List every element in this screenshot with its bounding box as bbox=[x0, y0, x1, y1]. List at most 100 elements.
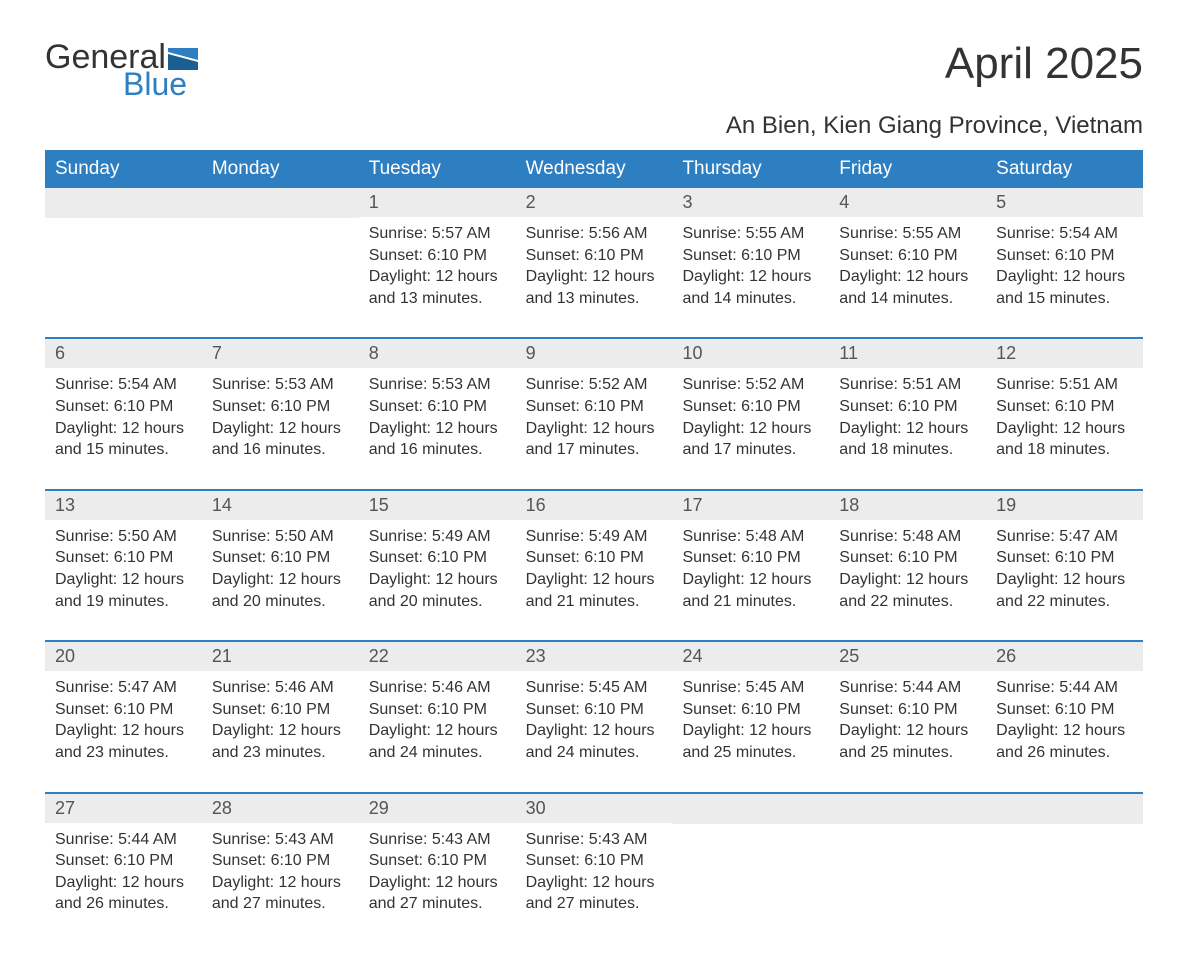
sunrise-text: Sunrise: 5:53 AM bbox=[369, 374, 506, 396]
calendar-day-cell: 8Sunrise: 5:53 AMSunset: 6:10 PMDaylight… bbox=[359, 339, 516, 474]
sunset-text: Sunset: 6:10 PM bbox=[212, 547, 349, 569]
daylight-text: Daylight: 12 hours and 22 minutes. bbox=[839, 569, 976, 612]
sunset-text: Sunset: 6:10 PM bbox=[369, 547, 506, 569]
day-number: 23 bbox=[516, 642, 673, 671]
day-number: 4 bbox=[829, 188, 986, 217]
sunrise-text: Sunrise: 5:44 AM bbox=[839, 677, 976, 699]
weekday-label: Friday bbox=[829, 150, 986, 188]
day-number: 17 bbox=[672, 491, 829, 520]
calendar-week: 6Sunrise: 5:54 AMSunset: 6:10 PMDaylight… bbox=[45, 337, 1143, 474]
daylight-text: Daylight: 12 hours and 25 minutes. bbox=[839, 720, 976, 763]
day-number: 1 bbox=[359, 188, 516, 217]
day-sun-data: Sunrise: 5:49 AMSunset: 6:10 PMDaylight:… bbox=[516, 520, 673, 612]
sunset-text: Sunset: 6:10 PM bbox=[996, 396, 1133, 418]
daylight-text: Daylight: 12 hours and 27 minutes. bbox=[369, 872, 506, 915]
calendar-day-cell: 3Sunrise: 5:55 AMSunset: 6:10 PMDaylight… bbox=[672, 188, 829, 323]
sunrise-text: Sunrise: 5:49 AM bbox=[369, 526, 506, 548]
calendar-day-cell bbox=[202, 188, 359, 323]
daylight-text: Daylight: 12 hours and 15 minutes. bbox=[996, 266, 1133, 309]
sunrise-text: Sunrise: 5:56 AM bbox=[526, 223, 663, 245]
day-sun-data: Sunrise: 5:45 AMSunset: 6:10 PMDaylight:… bbox=[516, 671, 673, 763]
day-number: 14 bbox=[202, 491, 359, 520]
sunrise-text: Sunrise: 5:50 AM bbox=[55, 526, 192, 548]
calendar-day-cell: 22Sunrise: 5:46 AMSunset: 6:10 PMDayligh… bbox=[359, 642, 516, 777]
weekday-header-row: Sunday Monday Tuesday Wednesday Thursday… bbox=[45, 150, 1143, 188]
daylight-text: Daylight: 12 hours and 18 minutes. bbox=[839, 418, 976, 461]
day-number: 3 bbox=[672, 188, 829, 217]
day-sun-data: Sunrise: 5:51 AMSunset: 6:10 PMDaylight:… bbox=[829, 368, 986, 460]
day-number: 12 bbox=[986, 339, 1143, 368]
sunrise-text: Sunrise: 5:45 AM bbox=[526, 677, 663, 699]
day-sun-data: Sunrise: 5:46 AMSunset: 6:10 PMDaylight:… bbox=[359, 671, 516, 763]
sunset-text: Sunset: 6:10 PM bbox=[996, 245, 1133, 267]
calendar-day-cell: 21Sunrise: 5:46 AMSunset: 6:10 PMDayligh… bbox=[202, 642, 359, 777]
sunset-text: Sunset: 6:10 PM bbox=[369, 699, 506, 721]
daylight-text: Daylight: 12 hours and 27 minutes. bbox=[212, 872, 349, 915]
daylight-text: Daylight: 12 hours and 16 minutes. bbox=[369, 418, 506, 461]
sunrise-text: Sunrise: 5:53 AM bbox=[212, 374, 349, 396]
sunset-text: Sunset: 6:10 PM bbox=[682, 245, 819, 267]
calendar-day-cell: 20Sunrise: 5:47 AMSunset: 6:10 PMDayligh… bbox=[45, 642, 202, 777]
daylight-text: Daylight: 12 hours and 23 minutes. bbox=[212, 720, 349, 763]
day-number: 19 bbox=[986, 491, 1143, 520]
calendar-day-cell: 19Sunrise: 5:47 AMSunset: 6:10 PMDayligh… bbox=[986, 491, 1143, 626]
calendar-day-cell: 1Sunrise: 5:57 AMSunset: 6:10 PMDaylight… bbox=[359, 188, 516, 323]
day-sun-data: Sunrise: 5:53 AMSunset: 6:10 PMDaylight:… bbox=[359, 368, 516, 460]
calendar-day-cell: 6Sunrise: 5:54 AMSunset: 6:10 PMDaylight… bbox=[45, 339, 202, 474]
sunset-text: Sunset: 6:10 PM bbox=[55, 547, 192, 569]
day-number: 10 bbox=[672, 339, 829, 368]
calendar-day-cell: 13Sunrise: 5:50 AMSunset: 6:10 PMDayligh… bbox=[45, 491, 202, 626]
calendar: Sunday Monday Tuesday Wednesday Thursday… bbox=[45, 150, 1143, 929]
sunrise-text: Sunrise: 5:46 AM bbox=[212, 677, 349, 699]
calendar-week: 27Sunrise: 5:44 AMSunset: 6:10 PMDayligh… bbox=[45, 792, 1143, 929]
calendar-day-cell bbox=[672, 794, 829, 929]
calendar-week: 20Sunrise: 5:47 AMSunset: 6:10 PMDayligh… bbox=[45, 640, 1143, 777]
calendar-day-cell: 12Sunrise: 5:51 AMSunset: 6:10 PMDayligh… bbox=[986, 339, 1143, 474]
daylight-text: Daylight: 12 hours and 17 minutes. bbox=[682, 418, 819, 461]
day-sun-data: Sunrise: 5:43 AMSunset: 6:10 PMDaylight:… bbox=[516, 823, 673, 915]
sunrise-text: Sunrise: 5:50 AM bbox=[212, 526, 349, 548]
day-sun-data: Sunrise: 5:55 AMSunset: 6:10 PMDaylight:… bbox=[829, 217, 986, 309]
day-sun-data: Sunrise: 5:55 AMSunset: 6:10 PMDaylight:… bbox=[672, 217, 829, 309]
weekday-label: Tuesday bbox=[359, 150, 516, 188]
sunrise-text: Sunrise: 5:44 AM bbox=[996, 677, 1133, 699]
sunset-text: Sunset: 6:10 PM bbox=[369, 245, 506, 267]
calendar-day-cell: 24Sunrise: 5:45 AMSunset: 6:10 PMDayligh… bbox=[672, 642, 829, 777]
calendar-day-cell: 4Sunrise: 5:55 AMSunset: 6:10 PMDaylight… bbox=[829, 188, 986, 323]
location-subtitle: An Bien, Kien Giang Province, Vietnam bbox=[45, 112, 1143, 140]
day-sun-data: Sunrise: 5:56 AMSunset: 6:10 PMDaylight:… bbox=[516, 217, 673, 309]
calendar-day-cell: 28Sunrise: 5:43 AMSunset: 6:10 PMDayligh… bbox=[202, 794, 359, 929]
sunrise-text: Sunrise: 5:46 AM bbox=[369, 677, 506, 699]
day-number: 28 bbox=[202, 794, 359, 823]
day-sun-data: Sunrise: 5:44 AMSunset: 6:10 PMDaylight:… bbox=[986, 671, 1143, 763]
day-number: 11 bbox=[829, 339, 986, 368]
calendar-day-cell bbox=[829, 794, 986, 929]
calendar-day-cell: 23Sunrise: 5:45 AMSunset: 6:10 PMDayligh… bbox=[516, 642, 673, 777]
sunrise-text: Sunrise: 5:55 AM bbox=[682, 223, 819, 245]
day-number: 5 bbox=[986, 188, 1143, 217]
day-sun-data: Sunrise: 5:57 AMSunset: 6:10 PMDaylight:… bbox=[359, 217, 516, 309]
day-number: 21 bbox=[202, 642, 359, 671]
daylight-text: Daylight: 12 hours and 25 minutes. bbox=[682, 720, 819, 763]
day-sun-data: Sunrise: 5:54 AMSunset: 6:10 PMDaylight:… bbox=[45, 368, 202, 460]
day-number bbox=[672, 794, 829, 824]
day-number: 22 bbox=[359, 642, 516, 671]
calendar-day-cell bbox=[986, 794, 1143, 929]
calendar-day-cell bbox=[45, 188, 202, 323]
calendar-day-cell: 16Sunrise: 5:49 AMSunset: 6:10 PMDayligh… bbox=[516, 491, 673, 626]
day-number: 13 bbox=[45, 491, 202, 520]
day-sun-data: Sunrise: 5:54 AMSunset: 6:10 PMDaylight:… bbox=[986, 217, 1143, 309]
day-sun-data: Sunrise: 5:45 AMSunset: 6:10 PMDaylight:… bbox=[672, 671, 829, 763]
sunset-text: Sunset: 6:10 PM bbox=[526, 850, 663, 872]
daylight-text: Daylight: 12 hours and 22 minutes. bbox=[996, 569, 1133, 612]
calendar-week: 13Sunrise: 5:50 AMSunset: 6:10 PMDayligh… bbox=[45, 489, 1143, 626]
day-number: 24 bbox=[672, 642, 829, 671]
calendar-day-cell: 10Sunrise: 5:52 AMSunset: 6:10 PMDayligh… bbox=[672, 339, 829, 474]
sunrise-text: Sunrise: 5:52 AM bbox=[526, 374, 663, 396]
daylight-text: Daylight: 12 hours and 26 minutes. bbox=[996, 720, 1133, 763]
weekday-label: Sunday bbox=[45, 150, 202, 188]
sunset-text: Sunset: 6:10 PM bbox=[682, 699, 819, 721]
daylight-text: Daylight: 12 hours and 24 minutes. bbox=[369, 720, 506, 763]
day-sun-data: Sunrise: 5:44 AMSunset: 6:10 PMDaylight:… bbox=[829, 671, 986, 763]
calendar-day-cell: 27Sunrise: 5:44 AMSunset: 6:10 PMDayligh… bbox=[45, 794, 202, 929]
